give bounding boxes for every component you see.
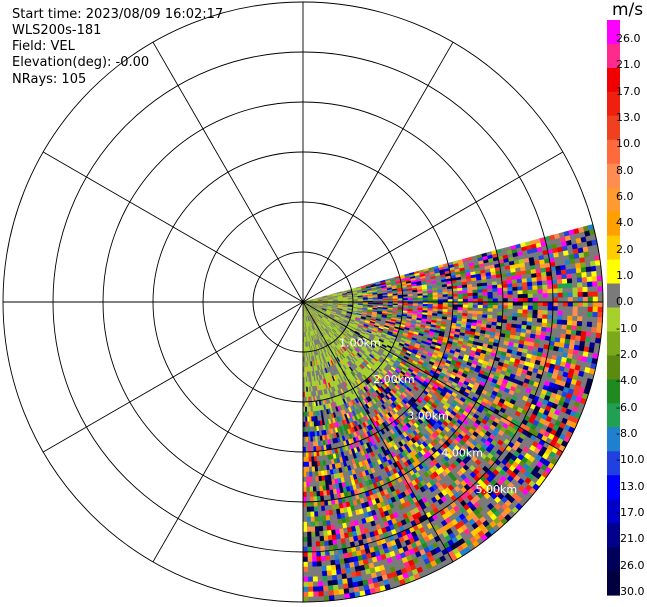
range-label: 2.00km: [373, 373, 415, 386]
elevation-label: Elevation(deg): -0.00: [12, 55, 150, 70]
azimuth-spoke-120: [302, 301, 564, 453]
colorbar-tick-label: 21.0: [616, 58, 641, 72]
colorbar-tick-label: -2.0: [616, 348, 638, 361]
colorbar-unit-label: m/s: [612, 0, 644, 20]
colorbar-tick-label: 8.0: [616, 163, 634, 177]
azimuth-spoke-150: [302, 301, 454, 563]
colorbar-segment: [607, 283, 620, 309]
colorbar-segment: [607, 67, 620, 93]
colorbar-segment: [607, 523, 620, 548]
colorbar-segment: [607, 211, 620, 237]
colorbar-tick-label: 10.0: [616, 137, 641, 151]
colorbar-segment: [607, 91, 620, 117]
colorbar-segment: [607, 235, 620, 261]
colorbar-segment: [607, 331, 620, 357]
colorbar-segment: [607, 475, 620, 500]
range-label: 4.00km: [441, 446, 483, 459]
colorbar-segment: [607, 547, 620, 572]
colorbar-tick-label: -6.0: [616, 400, 638, 414]
velocity-field: [302, 224, 604, 603]
colorbar-tick-label: 26.0: [616, 32, 641, 45]
colorbar-segment: [607, 451, 620, 476]
colorbar-segment: [607, 307, 620, 333]
colorbar-tick-label: -26.0: [616, 558, 645, 572]
nrays-label: NRays: 105: [12, 72, 87, 87]
colorbar-tick-label: 0.0: [616, 295, 634, 309]
colorbar-tick-label: 1.0: [616, 269, 634, 282]
colorbar-tick-label: -21.0: [616, 532, 645, 546]
colorbar-tick-label: 2.0: [616, 242, 634, 256]
colorbar-segment: [607, 115, 620, 141]
colorbar-segment: [607, 187, 620, 213]
azimuth-spoke-330: [152, 41, 304, 303]
colorbar-segment: [607, 259, 620, 285]
colorbar-segment: [607, 139, 620, 165]
colorbar-tick-label: -17.0: [616, 506, 645, 519]
colorbar-segment: [607, 355, 620, 380]
colorbar-segment: [607, 163, 620, 189]
colorbar-segment: [607, 403, 620, 428]
colorbar-tick-label: -4.0: [616, 374, 638, 388]
colorbar-tick-label: -10.0: [616, 453, 645, 467]
colorbar-segment: [607, 427, 620, 452]
colorbar-segment: [607, 499, 620, 524]
azimuth-spoke-60: [302, 151, 564, 303]
colorbar-segment: [607, 379, 620, 404]
colorbar-segment: [607, 571, 620, 596]
colorbar-tick-label: 17.0: [616, 84, 641, 98]
colorbar-segment: [607, 43, 620, 69]
range-label: 3.00km: [407, 410, 449, 423]
azimuth-spoke-240: [42, 301, 304, 453]
colorbar-tick-label: 4.0: [616, 216, 634, 230]
colorbar-tick-label: 6.0: [616, 190, 634, 203]
instrument-label: WLS200s-181: [12, 23, 102, 38]
range-label: 5.00km: [476, 483, 518, 496]
colorbar-tick-label: -8.0: [616, 427, 638, 440]
azimuth-spoke-210: [152, 301, 304, 563]
colorbar-tick-label: -1.0: [616, 321, 638, 335]
azimuth-spoke-300: [42, 151, 304, 303]
range-label: 1.00km: [339, 337, 381, 350]
colorbar-tick-label: -13.0: [616, 479, 645, 493]
azimuth-spoke-30: [302, 41, 454, 303]
start-time-label: Start time: 2023/08/09 16:02:17: [12, 7, 224, 22]
colorbar-segment: [607, 20, 620, 45]
colorbar-tick-label: 13.0: [616, 111, 641, 124]
field-label: Field: VEL: [12, 39, 75, 54]
colorbar-tick-label: -30.0: [616, 585, 645, 598]
